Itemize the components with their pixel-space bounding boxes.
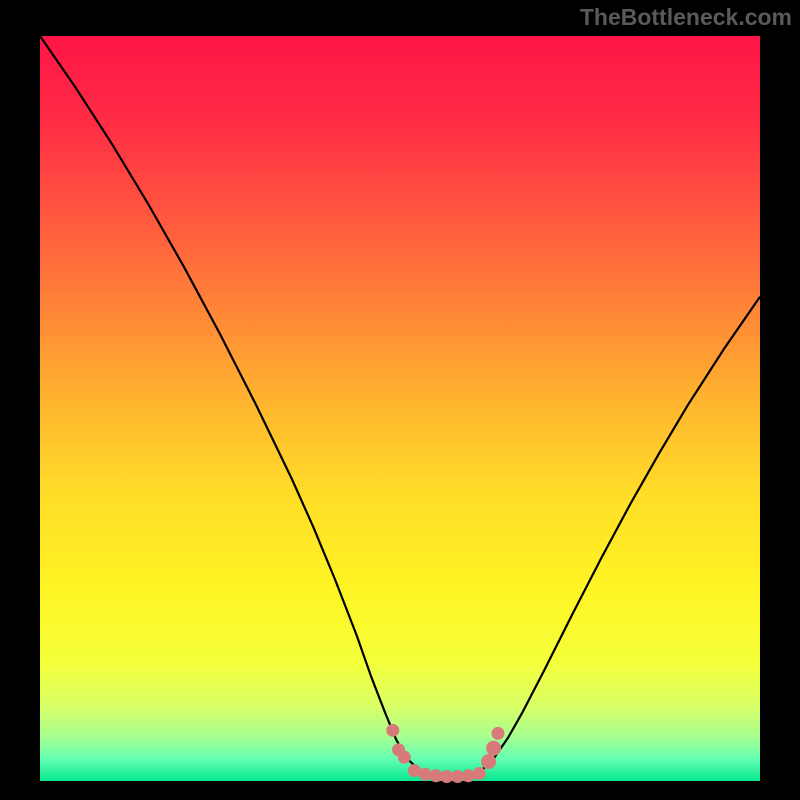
- highlight-dot: [492, 727, 504, 739]
- highlight-dot: [452, 771, 464, 783]
- chart-gradient-background: [40, 36, 760, 781]
- highlight-dot: [482, 755, 496, 769]
- highlight-dot: [487, 741, 501, 755]
- highlight-dot: [441, 771, 453, 783]
- highlight-dot: [430, 770, 442, 782]
- highlight-dot: [387, 724, 399, 736]
- bottleneck-curve-chart: [0, 0, 800, 800]
- highlight-dot: [419, 768, 431, 780]
- highlight-dot: [462, 770, 474, 782]
- highlight-dot: [408, 765, 420, 777]
- highlight-dot: [398, 751, 410, 763]
- watermark-label: TheBottleneck.com: [580, 4, 792, 31]
- highlight-dot: [473, 768, 485, 780]
- chart-container: TheBottleneck.com: [0, 0, 800, 800]
